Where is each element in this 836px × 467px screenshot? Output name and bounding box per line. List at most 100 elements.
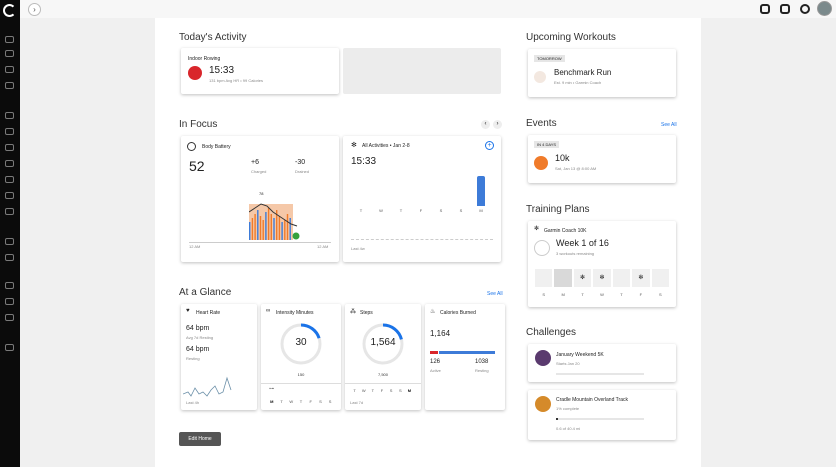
badge-icon[interactable]	[5, 282, 14, 289]
next-arrow-icon[interactable]: ›	[493, 120, 502, 129]
groups-icon[interactable]	[5, 254, 14, 261]
heart-icon[interactable]	[5, 128, 14, 135]
plan-day-6: S	[658, 292, 662, 297]
challenge-card-2[interactable]: Cradle Mountain Overland Track 1% comple…	[528, 390, 676, 440]
battery-x-end: 12 AM	[317, 244, 329, 249]
at-a-glance-see-all-link[interactable]: See All	[487, 291, 503, 297]
training-plan-card[interactable]: ✻ Garmin Coach 10K Week 1 of 16 3 workou…	[528, 221, 676, 307]
prev-arrow-icon[interactable]: ‹	[481, 120, 490, 129]
battery-bar-8	[270, 214, 272, 240]
battery-bar-11	[278, 216, 281, 240]
battery-axis	[189, 242, 331, 243]
inbox-icon[interactable]	[780, 4, 790, 14]
plan-cell-2[interactable]: ✻	[573, 269, 592, 287]
mountain-badge-icon	[535, 396, 551, 412]
activity-time: 15:33	[209, 65, 235, 76]
training-icon[interactable]	[5, 144, 14, 151]
event-tag: IN 4 DAYS	[534, 141, 560, 148]
active-bar	[430, 351, 438, 354]
activities-day-3: F	[419, 208, 423, 213]
event-date: Sat, Jan 13 @ 8:00 AM	[555, 166, 597, 171]
battery-bar-9	[273, 218, 275, 240]
calories-value: 1,164	[430, 329, 451, 338]
steps-day-1: W	[361, 388, 366, 393]
plan-cell-4[interactable]	[612, 269, 631, 287]
health-icon[interactable]	[5, 160, 14, 167]
body-battery-value: 52	[189, 158, 205, 174]
intensity-day-1: T	[280, 399, 283, 404]
plan-cell-6[interactable]	[651, 269, 669, 287]
section-title-in-focus: In Focus	[179, 119, 218, 130]
steps-day-5: S	[398, 388, 402, 393]
intensity-day-0: M	[270, 399, 274, 404]
charged-label: Charged	[251, 169, 267, 174]
section-title-todays-activity: Today's Activity	[179, 32, 247, 43]
watch-icon[interactable]	[800, 4, 810, 14]
add-icon[interactable]: +	[485, 141, 494, 150]
all-activities-card[interactable]: ✻ All Activities • Jan 2-8 + 15:33 T W T F S…	[343, 136, 501, 262]
rowing-icon	[188, 66, 202, 80]
bulb-icon[interactable]	[5, 192, 14, 199]
plan-day-3: W	[600, 292, 604, 297]
garmin-logo-icon[interactable]	[3, 4, 16, 17]
intensity-scale-icon: ⊶	[269, 386, 274, 392]
intensity-day-6: S	[328, 399, 332, 404]
plan-day-0: S	[542, 292, 546, 297]
resting-calories-value: 1038	[475, 359, 489, 365]
list-icon[interactable]	[5, 82, 14, 89]
events-see-all-link[interactable]: See All	[661, 122, 677, 128]
body-battery-title: Body Battery	[202, 144, 231, 150]
resting-calories-label: Resting	[475, 368, 489, 373]
edit-home-button[interactable]: Edit Home	[179, 432, 221, 446]
avatar[interactable]	[817, 1, 832, 16]
resting-value: 64 bpm	[186, 346, 210, 353]
activities-day-2: T	[399, 208, 403, 213]
intensity-title: Intensity Minutes	[276, 310, 314, 316]
body-battery-card[interactable]: Body Battery 52 +6 Charged -30 Drained 7…	[181, 136, 339, 262]
percent-icon[interactable]	[5, 176, 14, 183]
challenge-2-progress-fill	[556, 418, 558, 420]
people-icon[interactable]	[5, 238, 14, 245]
intensity-day-3: T	[299, 399, 303, 404]
resting-label: Resting	[186, 356, 200, 361]
battery-bar-1	[251, 218, 254, 240]
sync-icon[interactable]	[760, 4, 770, 14]
chart-icon[interactable]	[5, 208, 14, 215]
body-battery-icon	[187, 142, 196, 151]
plan-cell-1[interactable]	[554, 269, 572, 287]
intensity-divider	[261, 383, 341, 384]
activities-day-4: S	[439, 208, 443, 213]
event-card[interactable]: IN 4 DAYS 10k Sat, Jan 13 @ 8:00 AM	[528, 135, 676, 183]
heart-rate-card[interactable]: ♥ Heart Rate 64 bpm Avg 7d Resting 64 bp…	[181, 304, 257, 410]
steps-footer: Last 7d	[350, 400, 364, 405]
activity-icon[interactable]	[5, 112, 14, 119]
settings-icon[interactable]	[5, 314, 14, 321]
drained-label: Drained	[295, 169, 310, 174]
info-icon[interactable]	[5, 344, 14, 351]
intensity-day-2: W	[289, 399, 294, 404]
run-icon: ✻	[351, 142, 357, 149]
activities-day-0: T	[359, 208, 363, 213]
expand-sidebar-button[interactable]: ›	[28, 3, 41, 16]
trend-icon[interactable]	[5, 50, 14, 57]
plan-cell-3[interactable]: ✻	[593, 269, 611, 287]
plan-day-2: T	[581, 292, 584, 297]
charged-value: +6	[251, 159, 259, 166]
section-title-training-plans: Training Plans	[526, 204, 590, 215]
trophy-icon[interactable]	[5, 298, 14, 305]
challenge-card-1[interactable]: January Weekend 5K Starts Jan 20	[528, 344, 676, 382]
activity-card[interactable]: Indoor Rowing 15:33 131 bpm Avg HR • 99 …	[181, 48, 339, 94]
upcoming-workout-card[interactable]: TOMORROW Benchmark Run Est. 9 min • Garm…	[528, 49, 676, 97]
calories-card[interactable]: ♨ Calories Burned 1,164 126 Active 1038 …	[425, 304, 505, 410]
calendar-icon[interactable]	[5, 66, 14, 73]
section-title-events: Events	[526, 118, 557, 129]
steps-day-3: F	[380, 388, 384, 393]
plan-cell-0[interactable]	[535, 269, 553, 287]
plan-cell-5[interactable]: ✻	[632, 269, 650, 287]
home-icon[interactable]	[5, 36, 14, 43]
